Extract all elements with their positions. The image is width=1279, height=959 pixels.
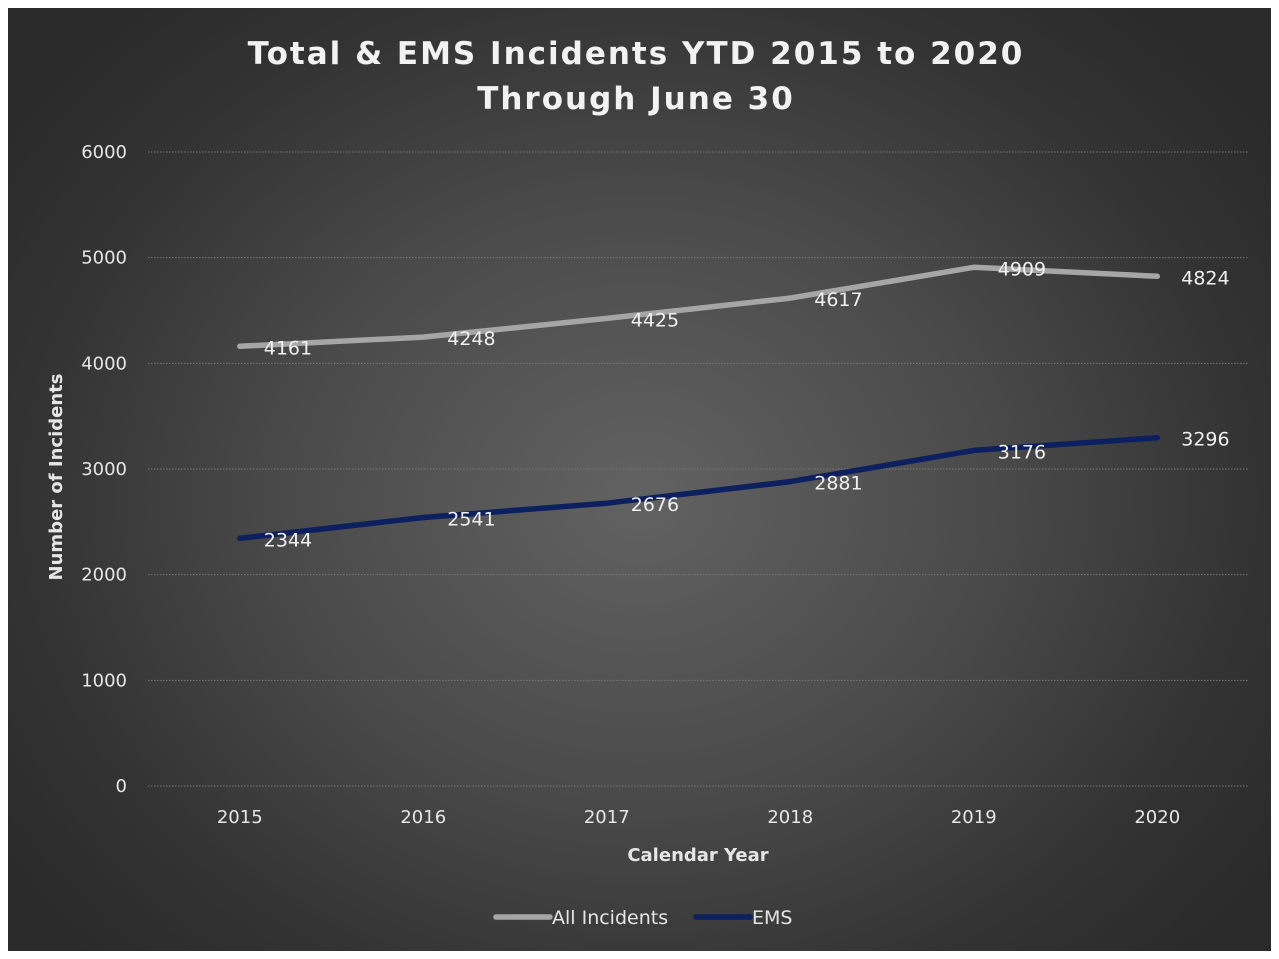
series-lines <box>237 264 1161 542</box>
data-label: 4248 <box>447 328 495 350</box>
chart-subtitle: Through June 30 <box>477 81 795 117</box>
legend-label: EMS <box>752 907 792 929</box>
x-tick-label: 2015 <box>217 807 263 828</box>
data-label: 2541 <box>447 509 495 531</box>
x-tick-label: 2016 <box>400 807 446 828</box>
data-label: 2881 <box>814 473 862 495</box>
data-label: 4425 <box>631 309 679 331</box>
x-tick-label: 2020 <box>1134 807 1180 828</box>
x-axis-ticks: 2015 2016 2017 2018 2019 2020 <box>217 807 1180 828</box>
legend-label: All Incidents <box>552 907 668 929</box>
data-label: 3176 <box>998 441 1046 463</box>
y-tick-label: 5000 <box>81 248 127 269</box>
data-label: 2676 <box>631 494 679 516</box>
x-axis-title: Calendar Year <box>627 845 768 866</box>
gridlines <box>148 151 1249 787</box>
data-label: 3296 <box>1181 429 1229 451</box>
series-line-all-incidents <box>237 264 1161 350</box>
y-tick-label: 4000 <box>81 353 127 374</box>
x-tick-label: 2018 <box>767 807 813 828</box>
data-label: 4617 <box>814 289 862 311</box>
data-label: 4824 <box>1181 267 1229 289</box>
line-chart: Total & EMS Incidents YTD 2015 to 2020 T… <box>46 36 1249 929</box>
y-tick-label: 3000 <box>81 459 127 480</box>
legend: All Incidents EMS <box>493 907 792 929</box>
x-tick-label: 2019 <box>951 807 997 828</box>
chart-title: Total & EMS Incidents YTD 2015 to 2020 <box>248 36 1025 72</box>
y-axis-title: Number of Incidents <box>46 374 67 581</box>
data-label: 4909 <box>998 258 1046 280</box>
y-tick-label: 0 <box>116 776 127 797</box>
chart-area: Total & EMS Incidents YTD 2015 to 2020 T… <box>8 8 1271 951</box>
y-axis-ticks: 0 1000 2000 3000 4000 5000 6000 <box>81 142 127 797</box>
y-tick-label: 2000 <box>81 565 127 586</box>
x-tick-label: 2017 <box>584 807 630 828</box>
data-labels: 4161 4248 4425 4617 4909 4824 2344 2541 2676 2881… <box>264 258 1230 551</box>
y-tick-label: 6000 <box>81 142 127 163</box>
y-tick-label: 1000 <box>81 670 127 691</box>
data-label: 4161 <box>264 337 312 359</box>
data-label: 2344 <box>264 529 312 551</box>
series-line-ems <box>237 434 1161 542</box>
